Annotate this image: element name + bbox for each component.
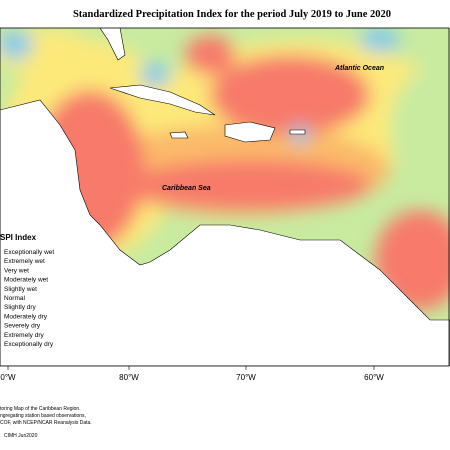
note: COF, with NCEP/NCAR Reanalysis Data. bbox=[0, 420, 92, 426]
note: ngregating station based observations, bbox=[0, 413, 86, 419]
longitude-axis: 0°W 80°W 70°W 60°W bbox=[0, 366, 384, 382]
map-label: Atlantic Ocean bbox=[334, 65, 384, 72]
spi-map: Atlantic Ocean Caribbean Sea SPI Index E… bbox=[0, 28, 450, 366]
legend: Exceptionally wet Extremely wet Very wet Mo… bbox=[4, 249, 54, 348]
longitude-label: 80°W bbox=[119, 373, 139, 382]
longitude-label: 60°W bbox=[364, 373, 384, 382]
note: toring Map of the Caribbean Region. bbox=[0, 406, 81, 412]
title: Standardized Precipitation Index for the… bbox=[73, 9, 391, 20]
legend-item: Extremely dry bbox=[4, 332, 44, 339]
legend-title: SPI Index bbox=[0, 233, 37, 242]
longitude-label: 70°W bbox=[236, 373, 256, 382]
map-frame bbox=[0, 27, 450, 367]
legend-item: Very wet bbox=[4, 267, 29, 274]
land bbox=[0, 28, 450, 366]
map-label: Caribbean Sea bbox=[162, 185, 211, 192]
legend-item: Normal bbox=[4, 295, 26, 302]
credit: CIMH Jun2020 bbox=[4, 433, 38, 439]
legend-item: Moderately wet bbox=[4, 277, 48, 284]
legend-item: Extremely wet bbox=[4, 258, 45, 265]
legend-item: Severely dry bbox=[4, 323, 41, 330]
legend-item: Moderately dry bbox=[4, 313, 48, 320]
longitude-label: 0°W bbox=[0, 373, 16, 382]
notes: toring Map of the Caribbean Region.ngreg… bbox=[0, 406, 92, 426]
legend-item: Slightly dry bbox=[4, 304, 37, 311]
legend-item: Slightly wet bbox=[4, 286, 37, 293]
legend-item: Exceptionally wet bbox=[4, 249, 54, 256]
legend-item: Exceptionally dry bbox=[4, 341, 54, 348]
